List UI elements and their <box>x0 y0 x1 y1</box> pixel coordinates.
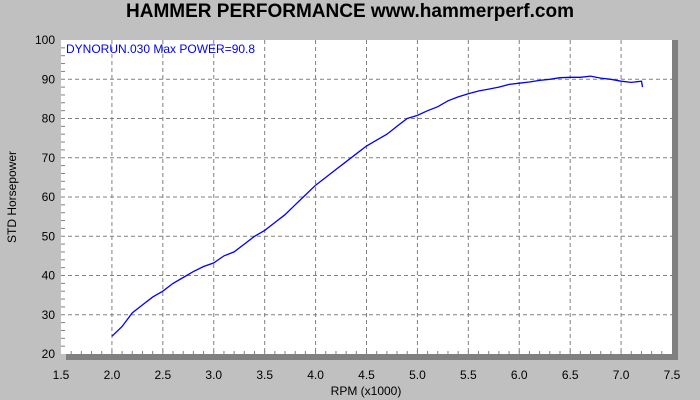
x-tick-label: 1.5 <box>53 368 70 382</box>
x-tick-label: 7.5 <box>664 368 681 382</box>
y-axis-label: STD Horsepower <box>5 151 19 243</box>
x-tick-label: 2.5 <box>154 368 171 382</box>
x-tick-label: 3.0 <box>205 368 222 382</box>
y-tick-label: 20 <box>42 347 56 361</box>
x-axis-label: RPM (x1000) <box>331 384 402 398</box>
y-tick-label: 100 <box>35 33 55 47</box>
y-tick-label: 50 <box>42 229 56 243</box>
y-tick-label: 40 <box>42 269 56 283</box>
x-tick-label: 6.5 <box>562 368 579 382</box>
y-tick-label: 90 <box>42 72 56 86</box>
x-tick-label: 4.0 <box>307 368 324 382</box>
run-annotation: DYNORUN.030 Max POWER=90.8 <box>66 42 255 56</box>
x-tick-label: 5.5 <box>460 368 477 382</box>
plot-shadow-right <box>672 40 678 360</box>
x-tick-label: 2.0 <box>104 368 121 382</box>
x-tick-label: 3.5 <box>256 368 273 382</box>
y-tick-label: 80 <box>42 112 56 126</box>
x-tick-label: 5.0 <box>409 368 426 382</box>
y-tick-label: 60 <box>42 190 56 204</box>
x-tick-label: 6.0 <box>511 368 528 382</box>
chart-title: HAMMER PERFORMANCE www.hammerperf.com <box>126 1 574 22</box>
x-tick-label: 7.0 <box>613 368 630 382</box>
power-curve <box>111 75 644 337</box>
x-tick-label: 4.5 <box>358 368 375 382</box>
y-tick-label: 30 <box>42 308 56 322</box>
y-tick-label: 70 <box>42 151 56 165</box>
plot-shadow-bottom <box>66 354 678 360</box>
